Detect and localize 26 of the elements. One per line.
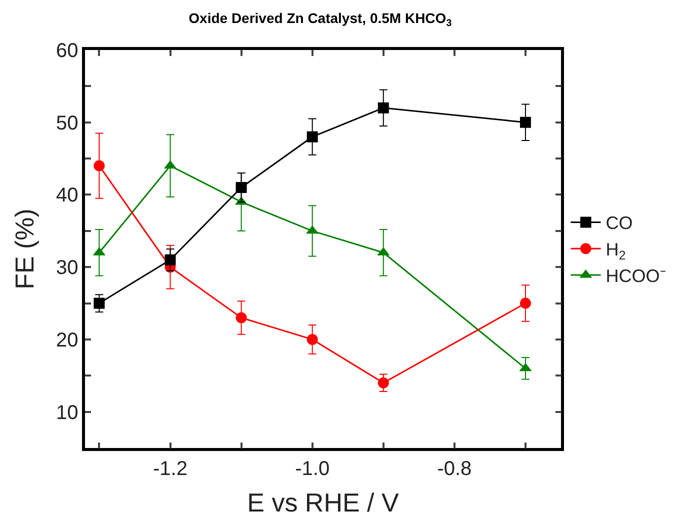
y-tick-label: 60 [56, 40, 78, 62]
y-tick-label: 20 [56, 329, 78, 352]
y-tick-label: 10 [56, 402, 78, 424]
y-tick-label: 40 [56, 184, 78, 207]
point [94, 298, 105, 309]
point [236, 182, 247, 193]
point [520, 298, 531, 309]
x-tick-label: -0.8 [437, 458, 472, 480]
x-tick-label: -1.2 [153, 458, 188, 480]
x-axis-title: E vs RHE / V [247, 487, 400, 518]
y-axis-title: FE (%) [9, 208, 40, 290]
point [94, 160, 105, 172]
y-tick-label: 50 [56, 112, 78, 134]
point [378, 102, 389, 114]
legend-label: H$_{2}$ [606, 240, 626, 262]
legend-label: CO [606, 213, 633, 234]
y-tick-label: 30 [56, 257, 78, 280]
point [164, 254, 176, 266]
point [520, 116, 531, 128]
legend-label: HCOO⁻ [606, 266, 666, 286]
point [378, 377, 389, 388]
point [236, 312, 247, 324]
point [306, 131, 318, 142]
chart-title: Oxide Derived Zn Catalyst, 0.5M KHCO$_{3}$ [188, 10, 452, 29]
point [306, 334, 318, 345]
x-tick-label: -1.0 [295, 458, 330, 480]
